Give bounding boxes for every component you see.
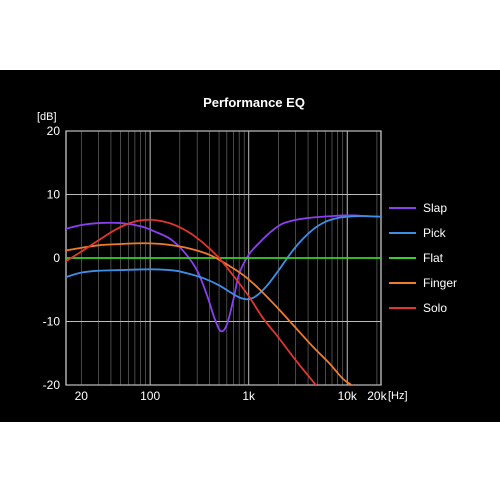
y-tick-label: 20 (47, 124, 61, 138)
y-tick-label: -10 (43, 315, 61, 329)
series-line-solo (66, 218, 318, 385)
series-layer (66, 214, 381, 385)
legend-label: Pick (423, 226, 447, 240)
series-line-finger (66, 242, 353, 385)
chart-title: Performance EQ (203, 95, 305, 110)
legend-item-finger: Finger (389, 276, 457, 290)
legend: Slap Pick Flat Finger Solo (389, 201, 457, 315)
legend-label: Flat (423, 251, 444, 265)
x-axis-unit: [Hz] (388, 390, 408, 402)
x-tick-label: 10k (338, 389, 358, 403)
legend-item-pick: Pick (389, 226, 447, 240)
x-tick-label: 20k (367, 389, 387, 403)
x-tick-label: 20 (75, 389, 89, 403)
legend-label: Slap (423, 201, 447, 215)
y-axis-unit: [dB] (37, 111, 57, 123)
legend-label: Solo (423, 301, 447, 315)
y-tick-label: 10 (47, 188, 61, 202)
legend-item-slap: Slap (389, 201, 447, 215)
x-tick-label: 100 (140, 389, 160, 403)
legend-item-flat: Flat (389, 251, 444, 265)
x-tick-label: 1k (242, 389, 256, 403)
legend-label: Finger (423, 276, 457, 290)
legend-item-solo: Solo (389, 301, 447, 315)
y-tick-label: -20 (43, 378, 61, 392)
y-tick-label: 0 (53, 251, 60, 265)
chart-panel: Performance EQ [dB] 20 10 0 -10 -20 20 100 1k 10… (0, 70, 500, 422)
series-line-slap (66, 214, 381, 333)
